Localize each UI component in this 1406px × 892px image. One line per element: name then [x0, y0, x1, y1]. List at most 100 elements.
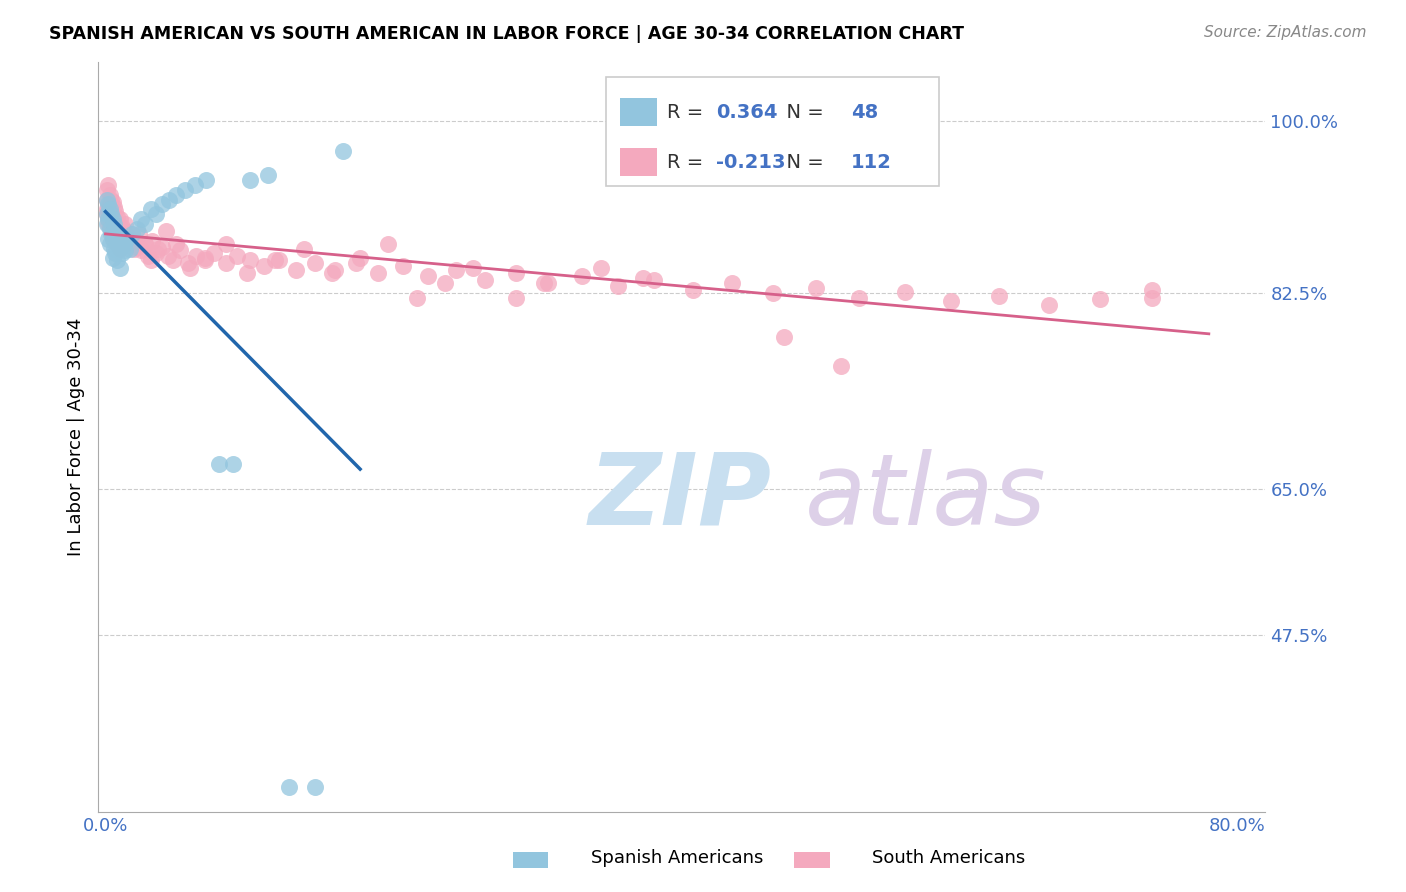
Point [98, 197, 121, 211]
Point [193, 252, 215, 266]
Point [122, 242, 145, 256]
Point [988, 288, 1011, 302]
Point [129, 212, 152, 227]
Point [112, 224, 135, 238]
Point [105, 234, 128, 248]
Point [239, 253, 262, 268]
Point [292, 242, 315, 256]
Point [104, 246, 127, 260]
Bar [620, 148, 658, 177]
Point [606, 278, 628, 293]
Point [145, 246, 167, 260]
Point [97, 202, 120, 217]
Point [804, 281, 827, 295]
Point [98, 187, 121, 202]
Point [176, 256, 198, 270]
Point [103, 242, 125, 256]
Point [98, 222, 121, 236]
Point [97, 217, 120, 231]
Point [893, 285, 915, 299]
Point [105, 236, 128, 251]
Point [173, 183, 195, 197]
Point [304, 780, 326, 795]
Point [537, 276, 560, 290]
Point [111, 236, 134, 251]
Text: SPANISH AMERICAN VS SOUTH AMERICAN IN LABOR FORCE | AGE 30-34 CORRELATION CHART: SPANISH AMERICAN VS SOUTH AMERICAN IN LA… [49, 25, 965, 43]
Point [112, 236, 135, 251]
Point [125, 222, 148, 236]
Point [107, 229, 129, 244]
Point [118, 232, 141, 246]
Point [344, 256, 367, 270]
Point [117, 234, 139, 248]
Text: South Americans: South Americans [872, 849, 1025, 867]
Point [721, 276, 744, 290]
Point [264, 253, 287, 268]
Point [571, 268, 593, 283]
Point [162, 253, 184, 268]
Point [179, 261, 201, 276]
Point [848, 291, 870, 305]
Point [589, 261, 612, 276]
Point [107, 217, 129, 231]
Point [96, 207, 118, 221]
Point [125, 239, 148, 253]
Point [631, 271, 654, 285]
Text: R =: R = [666, 153, 709, 171]
Point [97, 197, 120, 211]
Point [104, 204, 127, 219]
Point [101, 232, 124, 246]
Bar [620, 98, 658, 127]
Text: Source: ZipAtlas.com: Source: ZipAtlas.com [1204, 25, 1367, 40]
Point [107, 236, 129, 251]
Point [98, 202, 121, 217]
Point [129, 244, 152, 258]
Point [183, 178, 205, 192]
Point [830, 359, 852, 373]
Point [136, 249, 159, 263]
Point [120, 227, 142, 241]
Text: 0.364: 0.364 [716, 103, 778, 121]
Point [321, 266, 343, 280]
Point [100, 207, 122, 221]
Point [150, 197, 173, 211]
Point [97, 212, 120, 227]
Point [304, 256, 326, 270]
Point [101, 232, 124, 246]
Point [433, 276, 456, 290]
Text: -0.213: -0.213 [716, 153, 786, 171]
Point [474, 273, 496, 287]
Point [108, 242, 131, 256]
Point [332, 144, 354, 158]
Point [111, 219, 134, 234]
Point [114, 224, 136, 238]
Point [165, 187, 187, 202]
Point [193, 253, 215, 268]
Point [150, 239, 173, 253]
Point [533, 276, 555, 290]
Point [105, 253, 128, 268]
Point [278, 780, 301, 795]
Point [98, 219, 121, 234]
Point [105, 210, 128, 224]
Y-axis label: In Labor Force | Age 30-34: In Labor Force | Age 30-34 [66, 318, 84, 557]
Point [101, 194, 124, 209]
Point [108, 212, 131, 227]
Text: Spanish Americans: Spanish Americans [591, 849, 763, 867]
Point [505, 291, 527, 305]
Point [349, 252, 371, 266]
Point [1142, 291, 1164, 305]
Point [682, 283, 704, 297]
Point [105, 229, 128, 244]
Point [194, 173, 217, 187]
Point [103, 201, 125, 215]
Point [96, 202, 118, 217]
Point [505, 266, 527, 280]
Point [134, 236, 156, 251]
Point [103, 227, 125, 241]
Text: ZIP: ZIP [589, 449, 772, 546]
Point [96, 183, 118, 197]
Point [122, 234, 145, 248]
Point [169, 244, 191, 258]
Point [236, 266, 259, 280]
